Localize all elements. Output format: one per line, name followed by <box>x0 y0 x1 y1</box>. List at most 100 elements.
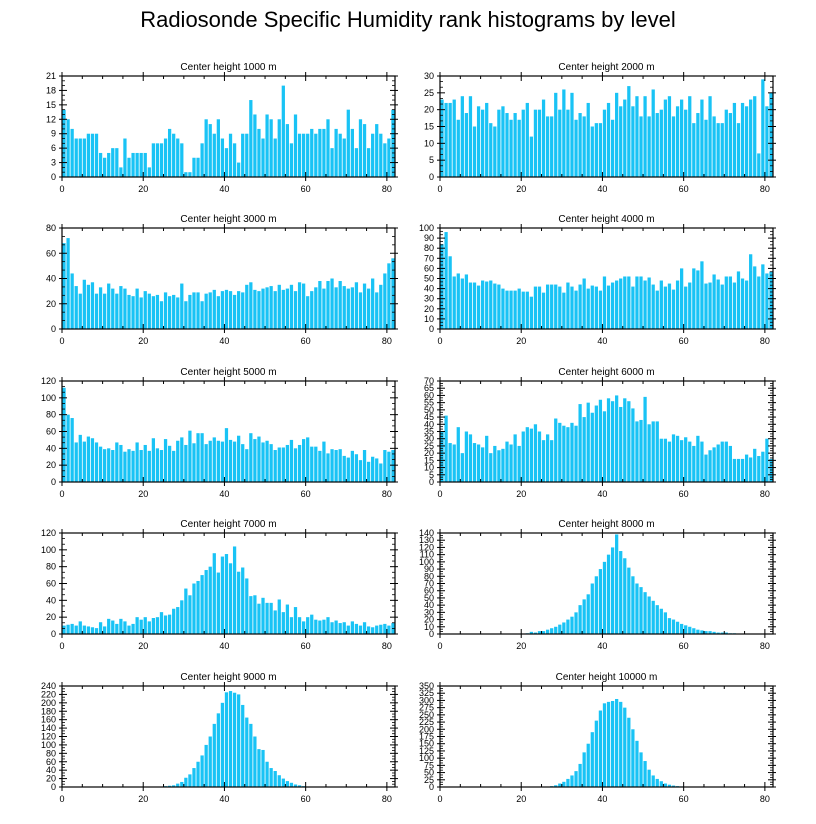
chart-title: Center height 7000 m <box>180 519 276 530</box>
y-tick-label: 0 <box>429 629 434 639</box>
bar <box>301 283 306 329</box>
bar <box>505 290 509 329</box>
bar <box>155 617 160 634</box>
bar <box>497 284 501 329</box>
x-tick-label: 60 <box>679 641 689 651</box>
x-tick-label: 20 <box>138 489 148 499</box>
x-tick-label: 20 <box>138 794 148 804</box>
y-tick-label: 80 <box>46 410 56 420</box>
bar <box>562 622 566 634</box>
x-tick-label: 80 <box>382 794 392 804</box>
chart-title: Center height 6000 m <box>558 367 654 378</box>
y-tick-label: 150 <box>419 739 434 749</box>
bar <box>541 292 546 329</box>
bar <box>237 435 241 482</box>
bar <box>123 288 127 329</box>
bar <box>216 572 220 634</box>
bar <box>663 438 668 482</box>
bar <box>619 106 623 177</box>
bar <box>736 458 741 482</box>
y-tick-label: 120 <box>41 732 56 742</box>
x-tick-label: 0 <box>437 489 442 499</box>
bar <box>501 288 505 329</box>
bar <box>659 438 663 482</box>
bar <box>172 133 176 177</box>
bar <box>362 283 367 329</box>
bar <box>708 631 712 634</box>
x-tick-label: 40 <box>219 489 229 499</box>
bar <box>74 442 78 482</box>
bar <box>151 438 156 482</box>
bar <box>338 133 342 177</box>
y-tick-label: 60 <box>46 248 56 258</box>
bar <box>66 238 70 329</box>
x-tick-label: 40 <box>597 184 607 194</box>
bar <box>358 119 363 177</box>
bar <box>139 297 143 329</box>
bar <box>212 289 216 329</box>
bar <box>712 447 716 482</box>
bar <box>176 297 180 329</box>
bar <box>184 301 188 329</box>
y-tick-label: 90 <box>424 564 434 574</box>
bar <box>692 268 696 329</box>
bar <box>647 116 651 177</box>
bar <box>98 287 103 329</box>
bar <box>623 276 627 329</box>
x-tick-label: 80 <box>760 641 770 651</box>
bar <box>103 449 107 482</box>
bar <box>728 276 732 329</box>
bar <box>342 286 346 329</box>
y-tick-label: 100 <box>419 223 434 233</box>
bar <box>107 283 111 329</box>
bar <box>241 292 245 329</box>
bar <box>135 442 139 482</box>
bar <box>172 608 176 634</box>
bar <box>448 443 452 482</box>
bar <box>643 761 647 787</box>
x-tick-label: 80 <box>382 641 392 651</box>
bar <box>598 290 603 329</box>
bar <box>86 436 91 482</box>
bar <box>167 128 172 177</box>
y-tick-label: 30 <box>424 71 434 81</box>
bar <box>330 449 334 482</box>
bar <box>663 99 668 177</box>
bar <box>297 785 302 787</box>
bar <box>631 286 635 329</box>
x-tick-label: 20 <box>516 336 526 346</box>
bar <box>550 440 554 482</box>
bar <box>346 288 350 329</box>
bar <box>70 418 74 482</box>
bar <box>338 623 342 634</box>
y-tick-label: 350 <box>419 681 434 691</box>
bar <box>310 614 314 634</box>
y-tick-label: 10 <box>424 314 434 324</box>
bar <box>712 116 716 177</box>
bar <box>521 109 525 177</box>
y-tick-label: 200 <box>41 698 56 708</box>
y-tick-label: 80 <box>46 748 56 758</box>
bar <box>716 279 720 329</box>
bar <box>163 138 168 177</box>
bar <box>127 294 131 329</box>
bar <box>78 293 82 329</box>
bar <box>277 119 281 177</box>
x-tick-label: 20 <box>138 184 148 194</box>
chart-panel-3: Center height 3000 m 0 20 40 60 80 0 20 40 60 80 <box>46 214 398 346</box>
bar <box>192 768 196 787</box>
bar <box>127 449 131 482</box>
bar <box>216 119 220 177</box>
bar <box>232 294 237 329</box>
bar <box>94 628 99 634</box>
bar <box>550 628 554 634</box>
bar <box>293 784 298 787</box>
bar <box>192 157 196 177</box>
bar <box>472 126 477 177</box>
bar <box>115 442 119 482</box>
bar <box>131 152 135 177</box>
bar <box>362 622 367 634</box>
bar <box>94 442 99 482</box>
bar <box>338 281 342 329</box>
